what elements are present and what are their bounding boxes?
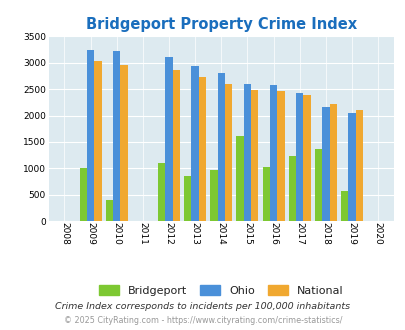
Bar	[113, 50, 120, 221]
Bar	[347, 113, 355, 221]
Bar	[288, 156, 295, 221]
Bar	[165, 57, 172, 221]
Bar	[295, 93, 303, 221]
Bar	[158, 163, 165, 221]
Bar	[277, 91, 284, 221]
Title: Bridgeport Property Crime Index: Bridgeport Property Crime Index	[85, 17, 356, 32]
Bar	[314, 149, 322, 221]
Text: Crime Index corresponds to incidents per 100,000 inhabitants: Crime Index corresponds to incidents per…	[55, 302, 350, 311]
Bar	[303, 95, 310, 221]
Bar	[322, 107, 329, 221]
Bar	[250, 90, 258, 221]
Bar	[191, 66, 198, 221]
Bar	[184, 176, 191, 221]
Legend: Bridgeport, Ohio, National: Bridgeport, Ohio, National	[95, 282, 346, 300]
Bar	[224, 84, 232, 221]
Bar	[340, 191, 347, 221]
Bar	[243, 84, 250, 221]
Bar	[172, 70, 179, 221]
Bar	[329, 104, 336, 221]
Bar	[269, 85, 277, 221]
Bar	[217, 73, 224, 221]
Bar	[105, 200, 113, 221]
Bar	[94, 61, 101, 221]
Bar	[79, 168, 87, 221]
Bar	[210, 170, 217, 221]
Bar	[120, 65, 127, 221]
Text: © 2025 CityRating.com - https://www.cityrating.com/crime-statistics/: © 2025 CityRating.com - https://www.city…	[64, 316, 341, 325]
Bar	[87, 50, 94, 221]
Bar	[236, 136, 243, 221]
Bar	[262, 167, 269, 221]
Bar	[355, 110, 362, 221]
Bar	[198, 78, 206, 221]
